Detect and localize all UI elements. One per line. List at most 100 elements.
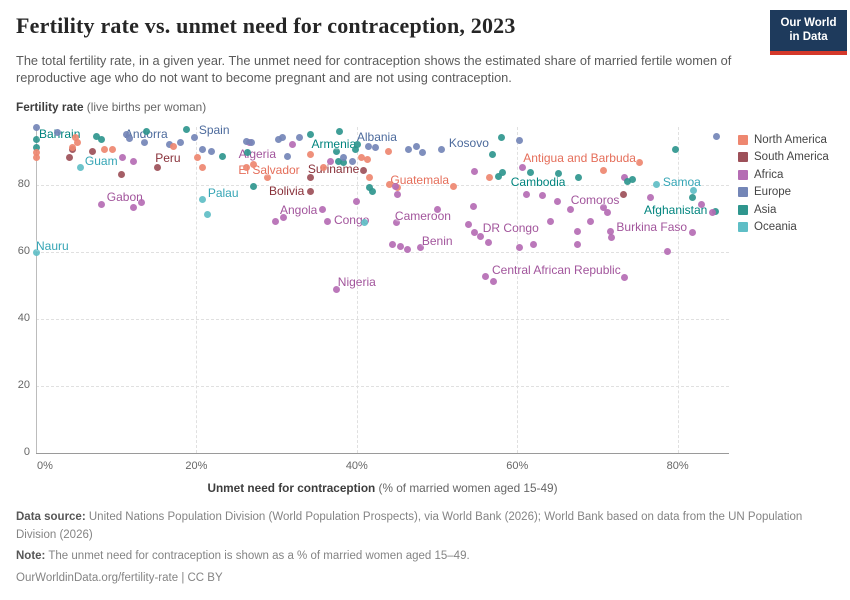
data-point-congo[interactable] xyxy=(324,217,332,225)
data-point[interactable] xyxy=(608,233,616,241)
country-label-kosovo[interactable]: Kosovo xyxy=(448,136,489,151)
data-point[interactable] xyxy=(709,208,717,216)
data-point[interactable] xyxy=(671,145,679,153)
data-point[interactable] xyxy=(32,153,40,161)
data-point[interactable] xyxy=(690,186,698,194)
data-point[interactable] xyxy=(169,142,177,150)
data-point[interactable] xyxy=(529,240,537,248)
data-point-spain[interactable] xyxy=(191,133,199,141)
country-label-congo[interactable]: Congo xyxy=(333,213,370,228)
data-point[interactable] xyxy=(249,182,257,190)
data-point[interactable] xyxy=(574,173,582,181)
data-point[interactable] xyxy=(32,124,40,132)
data-point[interactable] xyxy=(433,205,441,213)
data-point[interactable] xyxy=(361,218,369,226)
data-point[interactable] xyxy=(403,245,411,253)
country-label-dr-congo[interactable]: DR Congo xyxy=(482,221,539,236)
data-point[interactable] xyxy=(495,172,503,180)
data-point[interactable] xyxy=(119,153,127,161)
data-point[interactable] xyxy=(469,202,477,210)
data-point[interactable] xyxy=(296,133,304,141)
data-point[interactable] xyxy=(384,147,392,155)
data-point[interactable] xyxy=(546,217,554,225)
data-point[interactable] xyxy=(32,148,40,156)
data-point[interactable] xyxy=(464,220,472,228)
data-point[interactable] xyxy=(71,133,79,141)
country-label-nigeria[interactable]: Nigeria xyxy=(337,275,376,290)
data-point[interactable] xyxy=(518,163,526,171)
data-point-bolivia[interactable] xyxy=(306,187,314,195)
data-point-albania[interactable] xyxy=(365,142,373,150)
country-label-benin[interactable]: Benin xyxy=(421,234,453,249)
country-label-armenia[interactable]: Armenia xyxy=(311,137,357,152)
data-point[interactable] xyxy=(129,157,137,165)
data-point[interactable] xyxy=(176,138,184,146)
country-label-bolivia[interactable]: Bolivia xyxy=(268,184,305,199)
data-point[interactable] xyxy=(619,190,627,198)
data-point[interactable] xyxy=(623,177,631,185)
data-point[interactable] xyxy=(471,167,479,175)
data-point[interactable] xyxy=(278,133,286,141)
data-point[interactable] xyxy=(363,155,371,163)
data-point[interactable] xyxy=(271,217,279,225)
data-point[interactable] xyxy=(573,240,581,248)
data-point[interactable] xyxy=(306,173,314,181)
data-point[interactable] xyxy=(32,143,40,151)
data-point[interactable] xyxy=(366,183,374,191)
data-point[interactable] xyxy=(319,163,327,171)
data-point[interactable] xyxy=(621,173,629,181)
data-point[interactable] xyxy=(334,157,342,165)
country-label-burkina-faso[interactable]: Burkina Faso xyxy=(616,220,688,235)
data-point[interactable] xyxy=(326,157,334,165)
data-point-guam[interactable] xyxy=(77,163,85,171)
data-point-el-salvador[interactable] xyxy=(263,173,271,181)
data-point[interactable] xyxy=(516,243,524,251)
data-point-nigeria[interactable] xyxy=(333,285,341,293)
data-point-kosovo[interactable] xyxy=(438,145,446,153)
country-label-comoros[interactable]: Comoros xyxy=(570,193,620,208)
country-label-afghanistan[interactable]: Afghanistan xyxy=(643,203,708,218)
data-point[interactable] xyxy=(101,145,109,153)
data-point[interactable] xyxy=(138,198,146,206)
data-point[interactable] xyxy=(306,130,314,138)
data-point[interactable] xyxy=(118,170,126,178)
data-point-peru[interactable] xyxy=(154,163,162,171)
data-point[interactable] xyxy=(74,138,82,146)
data-point[interactable] xyxy=(523,190,531,198)
data-point[interactable] xyxy=(419,148,427,156)
data-point[interactable] xyxy=(243,163,251,171)
data-point[interactable] xyxy=(193,153,201,161)
data-point-comoros[interactable] xyxy=(599,203,607,211)
data-point[interactable] xyxy=(486,173,494,181)
country-label-guam[interactable]: Guam xyxy=(84,154,118,169)
data-point[interactable] xyxy=(283,152,291,160)
owid-logo[interactable]: Our World in Data xyxy=(770,10,847,55)
data-point-benin[interactable] xyxy=(416,243,424,251)
data-point[interactable] xyxy=(306,150,314,158)
country-label-antigua-and-barbuda[interactable]: Antigua and Barbuda xyxy=(523,151,636,166)
data-point-palau[interactable] xyxy=(199,195,207,203)
data-point[interactable] xyxy=(604,208,612,216)
data-point[interactable] xyxy=(371,143,379,151)
data-point[interactable] xyxy=(404,145,412,153)
data-point[interactable] xyxy=(354,140,362,148)
data-point[interactable] xyxy=(126,134,134,142)
data-point[interactable] xyxy=(389,240,397,248)
legend-item-oceania[interactable]: Oceania xyxy=(738,219,829,237)
data-point[interactable] xyxy=(488,150,496,158)
country-label-samoa[interactable]: Samoa xyxy=(662,175,701,190)
data-point[interactable] xyxy=(198,163,206,171)
legend-item-south-america[interactable]: South America xyxy=(738,149,829,167)
data-point-armenia[interactable] xyxy=(333,147,341,155)
data-point[interactable] xyxy=(489,277,497,285)
data-point-dr-congo[interactable] xyxy=(471,228,479,236)
data-point[interactable] xyxy=(646,193,654,201)
data-point[interactable] xyxy=(143,127,151,135)
data-point-nauru[interactable] xyxy=(32,248,40,256)
data-point-cambodia[interactable] xyxy=(526,168,534,176)
data-point[interactable] xyxy=(69,143,77,151)
data-point-cameroon[interactable] xyxy=(393,218,401,226)
data-point[interactable] xyxy=(358,153,366,161)
legend-item-europe[interactable]: Europe xyxy=(738,184,829,202)
country-label-albania[interactable]: Albania xyxy=(356,130,397,145)
